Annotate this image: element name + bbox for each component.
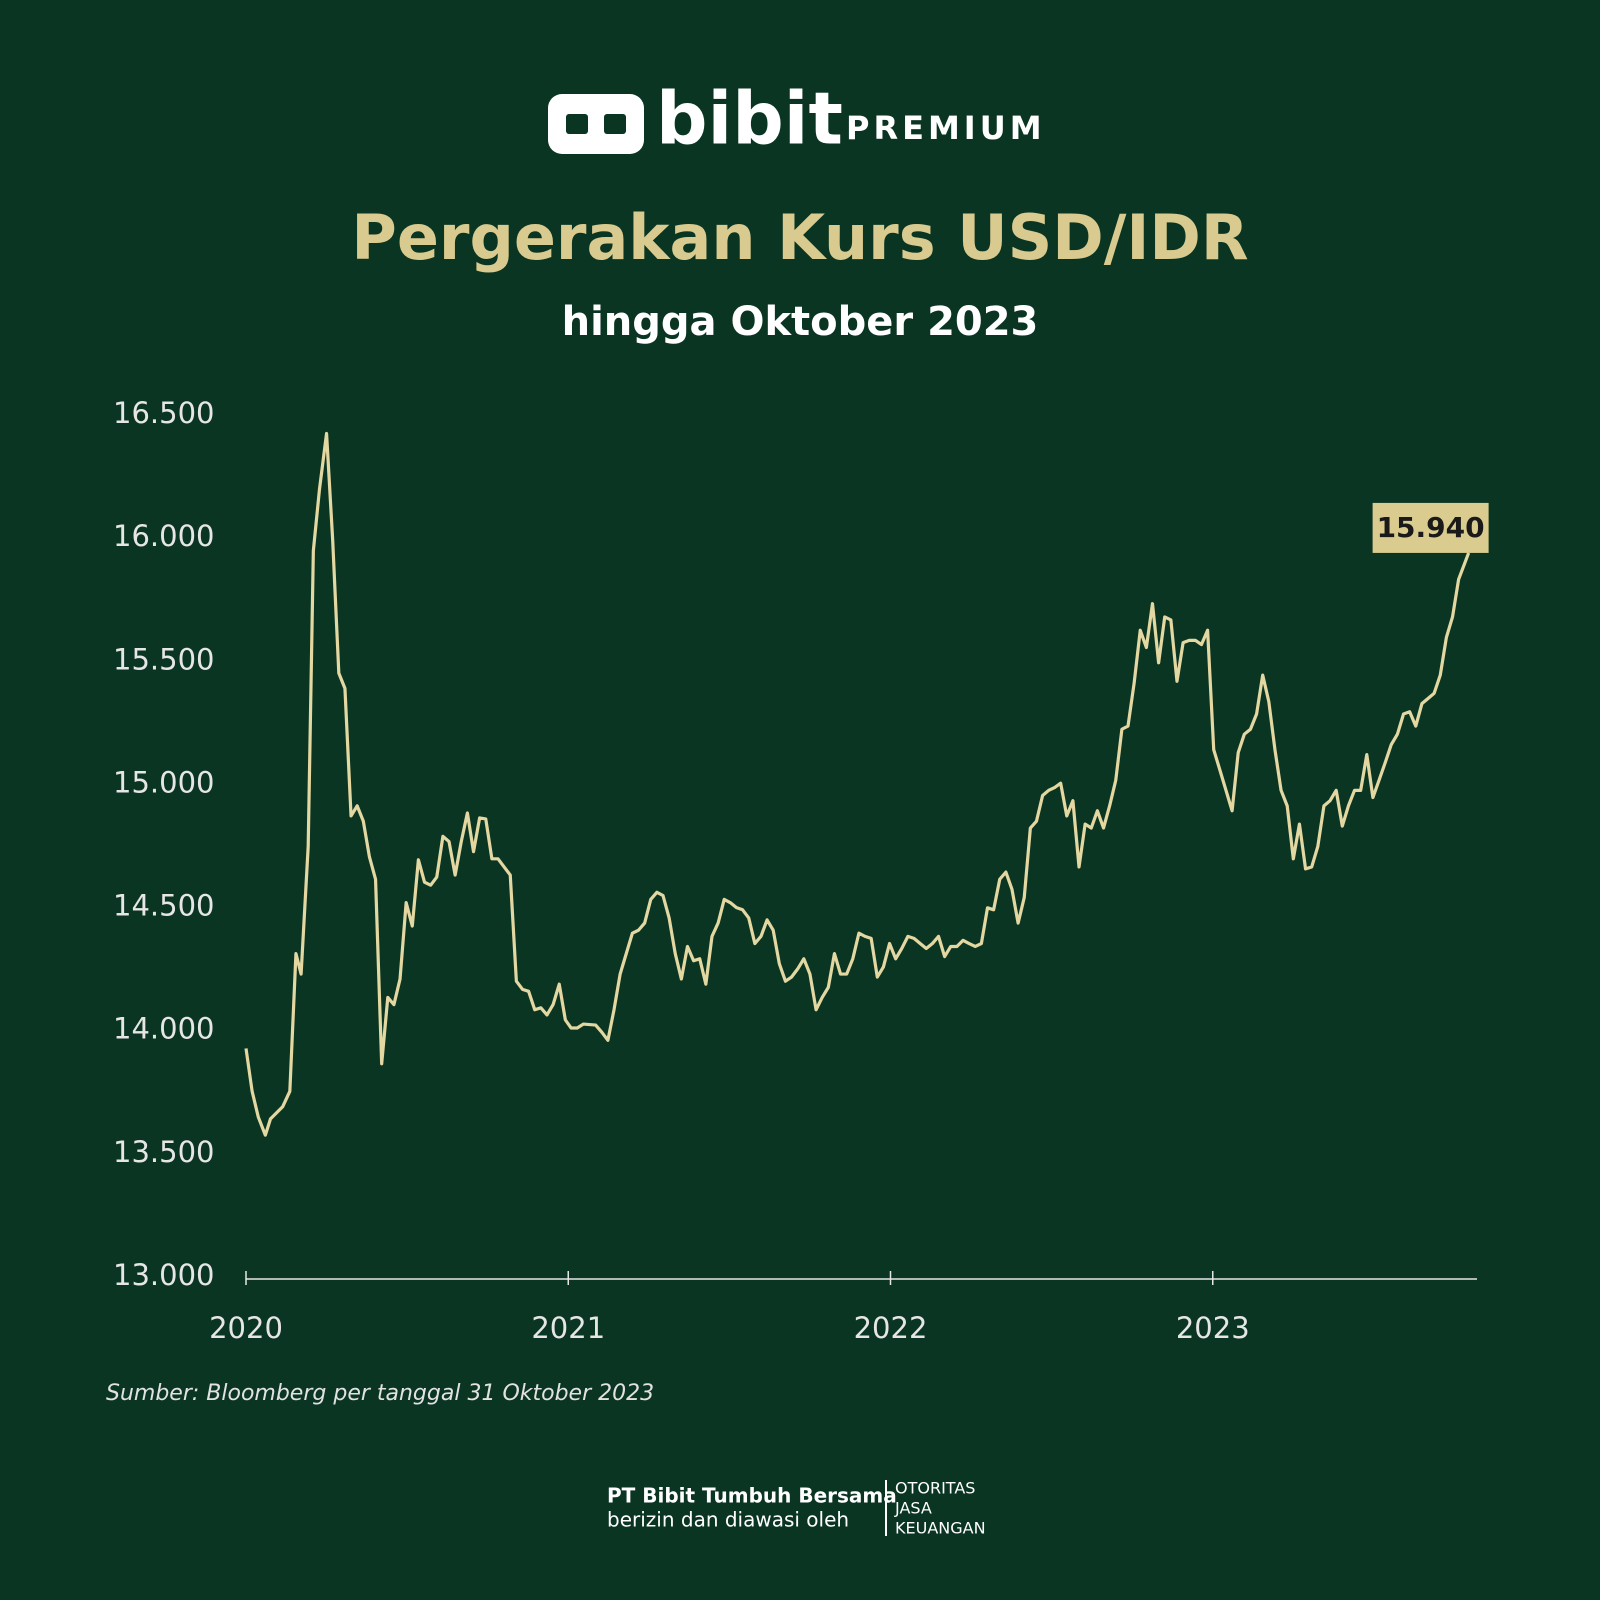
regulator-line: OTORITAS [895, 1479, 975, 1498]
chart-subtitle: hingga Oktober 2023 [562, 299, 1039, 345]
value-label-box [1372, 502, 1489, 553]
logo-icon [548, 94, 644, 154]
source-note: Sumber: Bloomberg per tanggal 31 Oktober… [106, 1381, 654, 1406]
y-tick-label: 16.500 [113, 396, 214, 430]
y-tick-label: 13.500 [113, 1135, 214, 1169]
brand-name: bibit [656, 77, 843, 161]
y-tick-label: 15.000 [113, 765, 214, 799]
y-tick-label: 13.000 [113, 1258, 214, 1292]
x-tick-label: 2022 [854, 1311, 928, 1345]
line-series [244, 431, 1471, 1137]
y-tick-label: 14.500 [113, 889, 214, 923]
logo: bibit PREMIUM [548, 77, 1046, 161]
x-tick-label: 2021 [531, 1311, 605, 1345]
regulator-line: JASA [894, 1499, 932, 1518]
logo-icon-eye [566, 114, 588, 134]
footer-company: PT Bibit Tumbuh Bersama [607, 1484, 897, 1508]
brand-tier: PREMIUM [846, 109, 1046, 147]
chart-title: Pergerakan Kurs USD/IDR [351, 201, 1248, 274]
x-tick-label: 2023 [1176, 1311, 1250, 1345]
regulator-line: KEUANGAN [895, 1519, 986, 1538]
y-tick-label: 16.000 [113, 519, 214, 553]
value-label: 15.940 [1377, 511, 1485, 544]
x-tick-label: 2020 [209, 1311, 283, 1345]
y-tick-label: 15.500 [113, 642, 214, 676]
logo-icon-eye [604, 114, 626, 134]
footer-note: berizin dan diawasi oleh [607, 1508, 849, 1532]
y-tick-label: 14.000 [113, 1012, 214, 1046]
